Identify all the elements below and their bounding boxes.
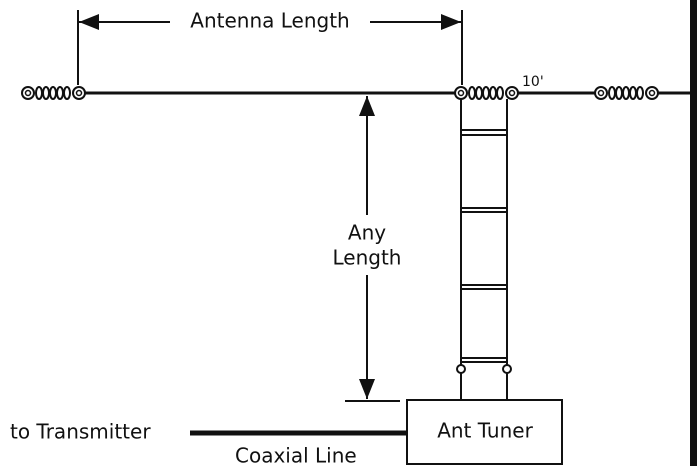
ladder-line	[456, 99, 512, 400]
any-label: Any	[348, 221, 386, 245]
edge	[690, 0, 697, 466]
coax-label: Coaxial Line	[235, 444, 357, 466]
antenna-length-dimension: Antenna Length	[77, 9, 463, 85]
length-label: Length	[333, 246, 402, 270]
tuner-label: Ant Tuner	[437, 419, 533, 443]
spacing-label: 10'	[522, 74, 544, 90]
transmitter-label: to Transmitter	[10, 420, 151, 444]
antenna: 10'	[21, 74, 690, 100]
any-length-dimension: Any Length	[333, 96, 402, 402]
coax: to Transmitter Coaxial Line	[10, 420, 407, 466]
tuner: Ant Tuner	[406, 399, 563, 465]
antenna-length-label: Antenna Length	[190, 9, 349, 33]
